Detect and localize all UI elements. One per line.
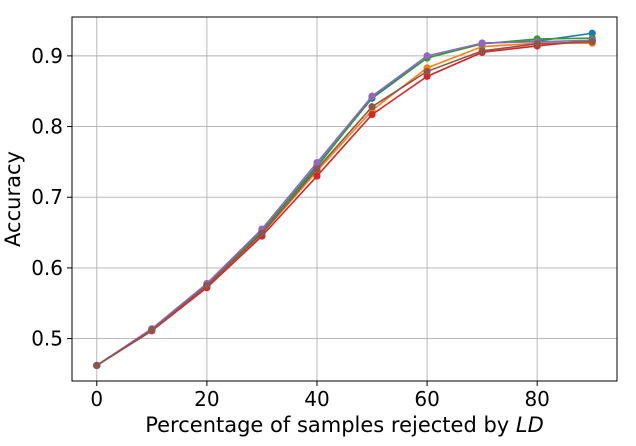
series-2 [93,39,596,370]
x-tick-label: 40 [304,387,329,411]
series-4-point [313,172,321,180]
series-6-point [478,47,486,55]
series-6-point [148,326,156,334]
series-5-point [368,92,376,100]
y-tick-label: 0.9 [31,44,63,68]
series-5-line [96,39,593,367]
series-6-point [258,229,266,237]
x-axis-label: Percentage of samples rejected by LD [145,413,544,437]
series-5-point [313,159,321,167]
series-6-point [203,281,211,290]
series-4-point [368,110,376,119]
series-4-line [96,39,593,367]
series-2-line [96,42,593,367]
y-tick-label: 0.6 [31,256,63,280]
series-6-line [96,40,593,367]
x-axis-label-italic: LD [516,413,544,437]
x-tick-label: 60 [414,387,439,411]
y-tick-label: 0.5 [31,327,63,351]
series-4 [93,36,596,370]
grid-lines [72,17,617,381]
series-5-point [478,39,486,47]
y-axis-ticks: 0.5 0.6 0.7 0.8 0.9 [31,44,72,351]
y-tick-label: 0.8 [31,115,63,139]
series-4-point [423,72,431,80]
series-6 [93,38,596,370]
series-6-point [93,361,101,370]
series-layer [93,29,596,370]
x-tick-label: 20 [194,387,219,411]
y-axis-label: Accuracy [1,151,25,247]
series-6-point [533,40,541,48]
series-6-point [588,38,596,46]
x-tick-label: 0 [90,387,103,411]
x-axis-label-text: Percentage of samples rejected by [145,413,516,437]
series-1-point [588,29,596,37]
y-tick-label: 0.7 [31,185,63,209]
series-3 [93,34,596,370]
plot-frame [71,16,618,382]
series-5-point [423,52,431,60]
series-6-point [423,67,431,76]
x-axis-ticks: 0 20 40 60 80 [90,381,550,411]
x-tick-label: 80 [524,387,549,411]
series-6-point [368,103,376,111]
series-5 [93,36,596,370]
series-6-point [313,165,321,173]
